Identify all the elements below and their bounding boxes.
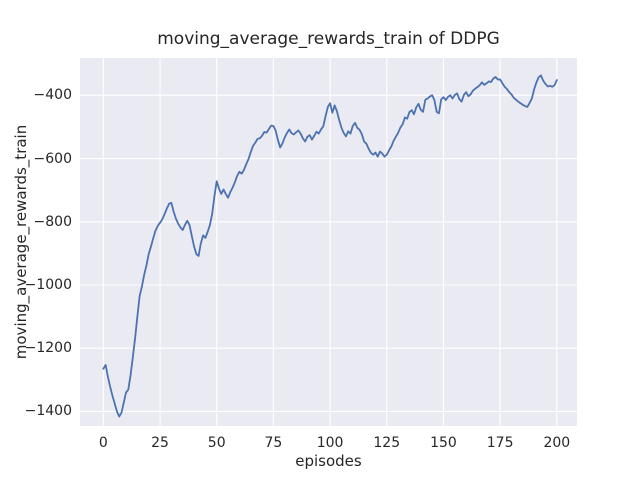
chart-title: moving_average_rewards_train of DDPG (157, 29, 500, 49)
x-tick-label: 100 (316, 435, 344, 451)
x-tick-label: 175 (486, 435, 514, 451)
line-chart-canvas (80, 58, 577, 426)
x-tick-label: 25 (151, 435, 169, 451)
x-tick-label: 75 (264, 435, 283, 451)
y-tick-label: −1000 (24, 276, 72, 293)
series-line (102, 74, 558, 418)
y-tick-label: −1400 (24, 403, 72, 420)
y-tick-label: −400 (33, 87, 72, 104)
x-tick-label: 0 (98, 435, 108, 451)
plot-area (80, 58, 577, 426)
x-tick-label: 50 (207, 435, 226, 451)
x-axis-label: episodes (295, 452, 362, 470)
y-tick-label: −800 (33, 213, 72, 230)
y-tick-label: −600 (33, 150, 72, 167)
x-tick-label: 150 (430, 435, 457, 451)
x-tick-label: 200 (543, 435, 571, 451)
x-tick-label: 125 (373, 435, 401, 451)
y-tick-label: −1200 (24, 340, 72, 357)
